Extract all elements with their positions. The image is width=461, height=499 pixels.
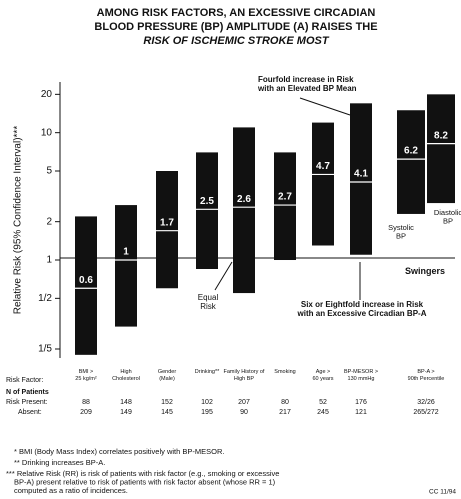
- title-line: RISK OF ISCHEMIC STROKE MOST: [143, 35, 329, 47]
- ci-bar: [156, 171, 178, 289]
- row-label: Risk Present:: [6, 399, 48, 406]
- table-cell: 195: [201, 409, 213, 416]
- code: CC 11/94: [429, 489, 456, 496]
- x-tick-label: Age >60 years: [312, 369, 333, 382]
- x-tick-label: Smoking: [274, 369, 295, 375]
- ci-bar: [196, 152, 218, 269]
- title-line: BLOOD PRESSURE (BP) AMPLITUDE (A) RAISES…: [94, 21, 377, 33]
- title-line: AMONG RISK FACTORS, AN EXCESSIVE CIRCADI…: [97, 7, 376, 19]
- y-tick-label: 10: [41, 127, 53, 138]
- arrow: [299, 97, 351, 116]
- annotation: Swingers: [405, 266, 445, 276]
- table-cell: 148: [120, 399, 132, 406]
- ci-bar: [312, 122, 334, 246]
- table-cell: 265/272: [413, 409, 438, 416]
- ci-bar: [115, 205, 137, 327]
- table-cell: 149: [120, 409, 132, 416]
- x-tick-label: Drinking**: [195, 369, 220, 375]
- x-tick-label: BP-A >90th Percentile: [408, 369, 445, 382]
- y-tick-label: 2: [46, 216, 52, 227]
- ci-bar: [427, 94, 455, 204]
- y-tick-label: 20: [41, 89, 53, 100]
- footnote: ** Drinking increases BP-A.: [14, 458, 105, 467]
- x-tick-label: BP-MESOR >130 mmHg: [344, 369, 378, 382]
- y-tick-label: 1/2: [38, 293, 52, 304]
- estimate-label: 1.7: [160, 217, 174, 228]
- ci-bar: [397, 110, 425, 214]
- estimate-label: 2.5: [200, 196, 214, 207]
- ci-bar: [233, 127, 255, 294]
- footnote: * BMI (Body Mass Index) correlates posit…: [14, 447, 224, 456]
- section-label: N of Patients: [6, 389, 49, 396]
- annotation: Equal Risk: [198, 293, 219, 311]
- table-cell: 121: [355, 409, 367, 416]
- table-cell: 145: [161, 409, 173, 416]
- arrow: [214, 261, 233, 291]
- estimate-label: 8.2: [434, 130, 448, 141]
- y-axis-label: Relative Risk (95% Confidence Interval)*…: [13, 126, 24, 315]
- x-tick-label: BMI >25 kg/m²: [75, 369, 97, 382]
- x-tick-label: High Cholesterol: [112, 369, 140, 382]
- x-tick-label: Family History of High BP: [224, 369, 265, 382]
- annotation: Fourfold increase in Risk with an Elevate…: [257, 75, 357, 93]
- table-cell: 152: [161, 399, 173, 406]
- table-cell: 80: [281, 399, 289, 406]
- table-cell: 90: [240, 409, 248, 416]
- table-cell: 102: [201, 399, 213, 406]
- row-label: Risk Factor:: [6, 377, 43, 384]
- table-cell: 32/26: [417, 399, 435, 406]
- y-tick-label: 5: [46, 166, 52, 177]
- annotation: Six or Eightfold increase in Risk with an…: [297, 300, 427, 318]
- ci-bar: [350, 103, 372, 255]
- estimate-label: 4.1: [354, 169, 368, 180]
- footnote: *** Relative Risk (RR) is risk of patien…: [6, 469, 279, 495]
- estimate-label: 2.7: [278, 192, 292, 203]
- estimate-label: 6.2: [404, 146, 418, 157]
- row-label: Absent:: [18, 409, 42, 416]
- ci-bar: [75, 216, 97, 355]
- table-cell: 209: [80, 409, 92, 416]
- table-cell: 207: [238, 399, 250, 406]
- table-cell: 52: [319, 399, 327, 406]
- estimate-label: 0.6: [79, 275, 93, 286]
- estimate-label: 2.6: [237, 194, 251, 205]
- y-tick-label: 1/5: [38, 344, 52, 355]
- estimate-label: 1: [123, 247, 129, 258]
- x-tick-label: Gender (Male): [158, 369, 177, 382]
- ci-bar: [274, 152, 296, 261]
- table-cell: 217: [279, 409, 291, 416]
- table-cell: 88: [82, 399, 90, 406]
- estimate-label: 4.7: [316, 161, 330, 172]
- table-cell: 245: [317, 409, 329, 416]
- y-tick-label: 1: [46, 255, 52, 266]
- table-cell: 176: [355, 399, 367, 406]
- annotation: Systolic BP: [388, 223, 414, 241]
- annotation: Diastolic BP: [434, 208, 461, 226]
